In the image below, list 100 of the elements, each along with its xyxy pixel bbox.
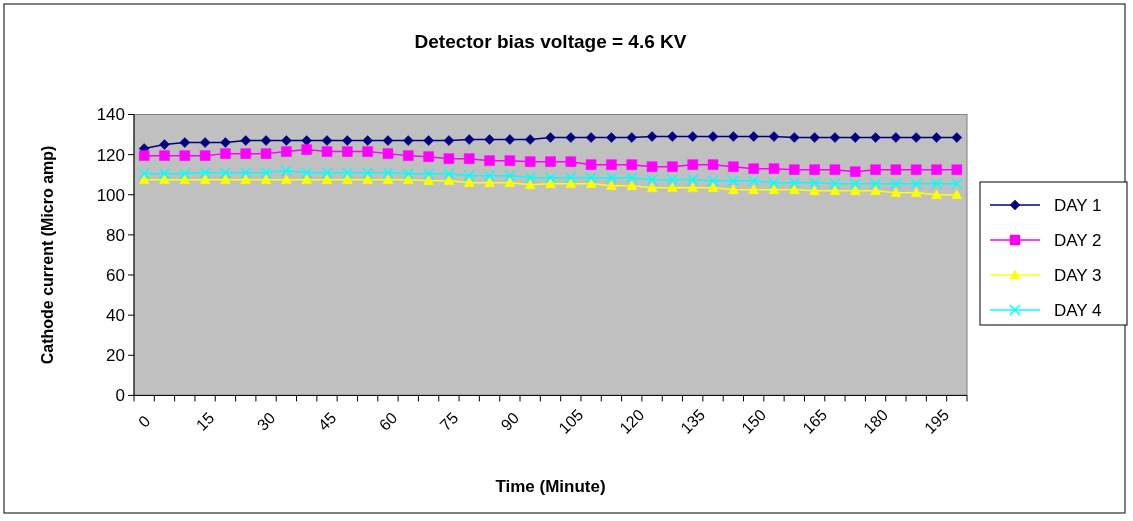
point <box>585 178 597 188</box>
point <box>545 156 556 167</box>
point <box>870 132 881 143</box>
point <box>626 171 638 184</box>
point <box>606 132 617 143</box>
point <box>199 150 211 161</box>
point <box>280 164 293 177</box>
point <box>219 166 232 179</box>
point <box>179 137 191 148</box>
point <box>667 131 678 142</box>
point <box>646 161 658 172</box>
point <box>606 159 617 170</box>
y-tick-label: 40 <box>106 306 125 326</box>
x-axis-title: Time (Minute) <box>495 477 606 496</box>
point <box>606 180 617 190</box>
x-tick-label: 135 <box>677 405 709 437</box>
point <box>463 177 475 187</box>
point <box>869 177 882 190</box>
point <box>768 131 780 142</box>
point <box>199 174 211 184</box>
x-tick-label: 90 <box>497 409 523 434</box>
point <box>910 187 922 197</box>
x-tick-label: 45 <box>314 409 340 434</box>
point <box>605 171 618 184</box>
point <box>951 177 963 190</box>
x-tick-label: 15 <box>192 409 218 434</box>
point <box>768 163 780 174</box>
point <box>362 146 373 157</box>
point <box>301 144 312 155</box>
point <box>463 153 475 164</box>
point <box>300 166 313 179</box>
point <box>890 164 902 175</box>
point <box>159 174 170 184</box>
point <box>239 166 252 179</box>
point <box>747 174 760 187</box>
point <box>484 134 495 145</box>
point <box>728 131 739 142</box>
x-tick-label: 0 <box>135 412 154 431</box>
point <box>301 135 312 146</box>
point <box>544 171 557 184</box>
point <box>727 174 740 187</box>
point <box>748 184 759 194</box>
legend-label: DAY 3 <box>1054 265 1102 285</box>
y-tick-label: 60 <box>106 265 125 285</box>
point <box>789 184 800 194</box>
point <box>220 148 231 159</box>
point <box>565 132 577 143</box>
point <box>138 167 150 180</box>
point <box>687 182 698 192</box>
point <box>504 177 516 187</box>
point <box>910 164 922 175</box>
point <box>361 166 374 179</box>
point <box>179 174 191 184</box>
point <box>565 178 577 188</box>
point <box>910 177 922 190</box>
point <box>808 176 821 189</box>
x-tick-label: 180 <box>860 405 892 437</box>
point <box>829 164 841 175</box>
point <box>809 164 820 175</box>
point <box>931 189 942 200</box>
point <box>849 177 862 190</box>
point <box>179 167 191 180</box>
point <box>707 174 719 187</box>
point <box>402 167 415 180</box>
y-tick-label: 0 <box>115 386 125 406</box>
point <box>240 148 251 159</box>
point <box>260 166 272 179</box>
point <box>179 150 191 161</box>
point <box>809 185 820 195</box>
y-tick-label: 20 <box>106 346 125 366</box>
point <box>890 132 902 143</box>
point <box>321 146 333 157</box>
point <box>199 166 211 179</box>
point <box>321 174 333 184</box>
x-tick-label: 105 <box>555 405 587 437</box>
point <box>159 139 170 150</box>
legend-label: DAY 2 <box>1054 230 1102 250</box>
x-tick-label: 30 <box>253 409 279 434</box>
point <box>910 132 922 143</box>
point <box>382 135 394 146</box>
point <box>281 146 292 157</box>
x-tick-label: 75 <box>436 409 462 434</box>
point <box>728 161 739 172</box>
point <box>362 174 373 184</box>
point <box>585 159 597 170</box>
point <box>565 156 577 167</box>
point <box>890 187 902 197</box>
point <box>423 175 434 185</box>
point <box>870 185 881 195</box>
x-tick-label: 150 <box>738 405 770 437</box>
point <box>748 131 759 142</box>
point <box>483 169 496 182</box>
point <box>321 166 333 179</box>
point <box>504 169 516 182</box>
point <box>545 178 556 188</box>
point <box>931 132 942 143</box>
point <box>667 161 678 172</box>
point <box>829 177 841 190</box>
point <box>403 174 414 184</box>
point <box>850 166 861 177</box>
